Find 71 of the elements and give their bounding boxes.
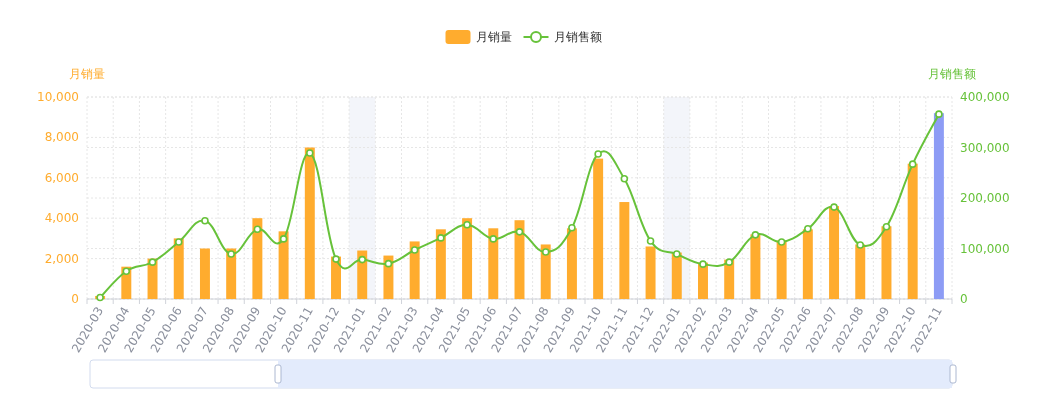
bar bbox=[278, 231, 289, 299]
point bbox=[332, 255, 340, 263]
point bbox=[804, 225, 812, 233]
y-tick-label: 2,000 bbox=[44, 251, 79, 266]
point bbox=[646, 237, 655, 245]
bar bbox=[173, 238, 184, 299]
bar bbox=[357, 250, 368, 299]
y-tick-label: 6,000 bbox=[44, 170, 79, 185]
bar bbox=[566, 228, 577, 299]
y2-tick-label: 0 bbox=[960, 292, 968, 306]
point bbox=[306, 149, 314, 157]
bar bbox=[462, 218, 473, 299]
point bbox=[253, 225, 262, 234]
bar bbox=[933, 113, 944, 299]
point bbox=[489, 235, 498, 243]
point bbox=[672, 250, 681, 258]
bar bbox=[252, 218, 263, 299]
bar bbox=[304, 147, 315, 299]
point bbox=[935, 110, 943, 118]
point bbox=[882, 222, 891, 231]
point bbox=[227, 250, 235, 258]
bar bbox=[435, 229, 446, 299]
point bbox=[725, 258, 733, 266]
bar bbox=[619, 202, 630, 299]
bar bbox=[802, 229, 813, 299]
bar bbox=[776, 240, 787, 299]
bar bbox=[199, 248, 210, 299]
y-axis-title: 月销量 bbox=[69, 67, 105, 81]
legend-label: 月销售额 bbox=[553, 30, 602, 44]
bar bbox=[671, 252, 682, 299]
point bbox=[830, 203, 838, 211]
point bbox=[777, 238, 786, 246]
point bbox=[410, 246, 419, 254]
y-tick-label: 8,000 bbox=[44, 130, 79, 145]
point bbox=[515, 228, 524, 236]
bar bbox=[855, 244, 866, 299]
bar bbox=[409, 241, 420, 299]
y2-tick-label: 200,000 bbox=[960, 191, 1010, 205]
point bbox=[620, 175, 629, 183]
point bbox=[463, 220, 471, 229]
y-tick-label: 4,000 bbox=[44, 211, 79, 226]
point bbox=[541, 248, 550, 256]
y2-tick-label: 300,000 bbox=[960, 140, 1010, 155]
point bbox=[594, 150, 602, 158]
point bbox=[856, 241, 865, 249]
point bbox=[908, 160, 917, 168]
y-tick-label: 0 bbox=[71, 292, 79, 306]
point bbox=[358, 255, 367, 264]
bar bbox=[488, 228, 499, 299]
point bbox=[437, 234, 445, 242]
bar bbox=[829, 206, 840, 299]
y2-axis-title: 月销售额 bbox=[928, 67, 976, 81]
y2-tick-label: 100,000 bbox=[960, 241, 1010, 256]
bar bbox=[907, 163, 918, 299]
point bbox=[201, 216, 209, 225]
point bbox=[148, 258, 157, 266]
point bbox=[384, 259, 393, 268]
point bbox=[568, 224, 576, 232]
point bbox=[122, 267, 131, 276]
bar bbox=[881, 226, 892, 299]
point bbox=[751, 231, 760, 239]
point bbox=[279, 235, 288, 243]
bar bbox=[750, 234, 761, 299]
point bbox=[699, 260, 707, 268]
bar bbox=[540, 244, 551, 299]
point bbox=[174, 238, 183, 246]
y2-tick-label: 400,000 bbox=[960, 90, 1010, 104]
bar bbox=[645, 246, 656, 299]
legend-label: 月销量 bbox=[475, 30, 512, 44]
y-tick-label: 10,000 bbox=[37, 90, 79, 104]
bar bbox=[593, 158, 604, 299]
